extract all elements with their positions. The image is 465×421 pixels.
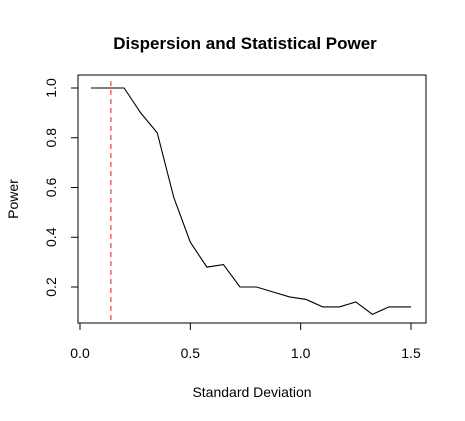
x-tick-label: 1.0 [291, 345, 311, 361]
x-tick-label: 1.5 [401, 345, 421, 361]
x-axis-label: Standard Deviation [192, 384, 311, 400]
x-axis: 0.0 0.5 1.0 1.5 [70, 322, 421, 361]
y-axis-label: Power [5, 179, 21, 219]
plot-area-border [77, 74, 427, 324]
y-tick-label: 0.8 [43, 128, 59, 148]
x-tick-label: 0.5 [181, 345, 201, 361]
x-tick-label: 0.0 [70, 345, 90, 361]
y-tick-label: 0.6 [43, 178, 59, 198]
chart-title: Dispersion and Statistical Power [113, 34, 377, 53]
y-tick-label: 0.4 [43, 227, 59, 247]
y-tick-label: 1.0 [43, 78, 59, 98]
chart-marks [91, 81, 411, 323]
series-line [91, 87, 411, 315]
y-axis: 0.2 0.4 0.6 0.8 1.0 [43, 78, 79, 297]
y-tick-label: 0.2 [43, 277, 59, 297]
